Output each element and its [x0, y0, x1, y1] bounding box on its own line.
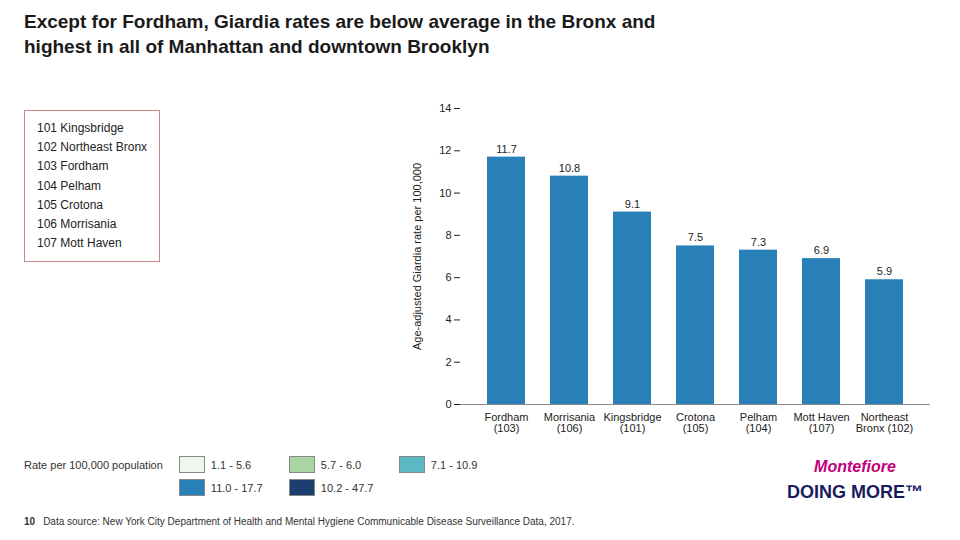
- svg-text:5.9: 5.9: [877, 265, 892, 277]
- svg-text:Crotona(105): Crotona(105): [676, 411, 716, 434]
- svg-text:Age-adjusted Giardia rate per: Age-adjusted Giardia rate per 100,000: [411, 163, 423, 350]
- html-text:102 Northeast Bronx: 102 Northeast Bronx: [37, 140, 148, 155]
- html-text:1.1 - 5.6: 1.1 - 5.6: [210, 458, 252, 471]
- svg-text:6.9: 6.9: [814, 244, 829, 256]
- html-text:106 Morrisania: 106 Morrisania: [37, 216, 117, 231]
- html-text:104 Pelham: 104 Pelham: [37, 178, 101, 193]
- svg-text:NortheastBronx (102): NortheastBronx (102): [856, 411, 913, 434]
- svg-text:9.1: 9.1: [625, 198, 640, 210]
- html-text:103 Fordham: 103 Fordham: [37, 159, 109, 174]
- html-text:Rate per 100,000 population: Rate per 100,000 population: [24, 459, 163, 471]
- html-text:10.2 - 47.7: 10.2 - 47.7: [320, 481, 374, 494]
- svg-text:7.5: 7.5: [688, 231, 703, 243]
- html-text:highest in all of Manhattan an: highest in all of Manhattan and downtown…: [24, 35, 490, 57]
- html-text:101 Kingsbridge: 101 Kingsbridge: [37, 121, 124, 135]
- html-text:Data source: New York City Dep: Data source: New York City Department of…: [43, 516, 575, 527]
- html-text:Montefiore: Montefiore: [814, 458, 896, 475]
- svg-text:Kingsbridge(101): Kingsbridge(101): [603, 411, 661, 434]
- svg-text:2: 2: [445, 356, 451, 368]
- svg-text:8: 8: [445, 229, 451, 241]
- html-text:7.1 - 10.9: 7.1 - 10.9: [430, 458, 478, 471]
- svg-text:11.7: 11.7: [496, 143, 517, 155]
- html-text:Except for Fordham, Giardia ra: Except for Fordham, Giardia rates are be…: [24, 11, 656, 32]
- svg-text:0: 0: [445, 398, 451, 410]
- svg-text:4: 4: [445, 313, 451, 325]
- svg-text:Mott Haven(107): Mott Haven(107): [793, 411, 849, 434]
- svg-text:12: 12: [439, 144, 451, 156]
- svg-text:10: 10: [439, 187, 451, 199]
- svg-text:Pelham(104): Pelham(104): [740, 411, 777, 434]
- svg-text:6: 6: [445, 271, 451, 283]
- svg-text:7.3: 7.3: [751, 236, 766, 248]
- html-text:107 Mott Haven: 107 Mott Haven: [37, 236, 122, 251]
- html-text:10: 10: [24, 516, 36, 527]
- html-text:105 Crotona: 105 Crotona: [37, 197, 103, 212]
- svg-text:Morrisania(106): Morrisania(106): [544, 411, 596, 434]
- html-text:11.0 - 17.7: 11.0 - 17.7: [210, 481, 263, 494]
- svg-text:10.8: 10.8: [559, 162, 580, 174]
- svg-text:Fordham(103): Fordham(103): [484, 411, 528, 434]
- html-text:5.7 - 6.0: 5.7 - 6.0: [320, 458, 362, 471]
- html-text:DOING MORE™: DOING MORE™: [787, 482, 923, 502]
- svg-text:14: 14: [439, 102, 451, 114]
